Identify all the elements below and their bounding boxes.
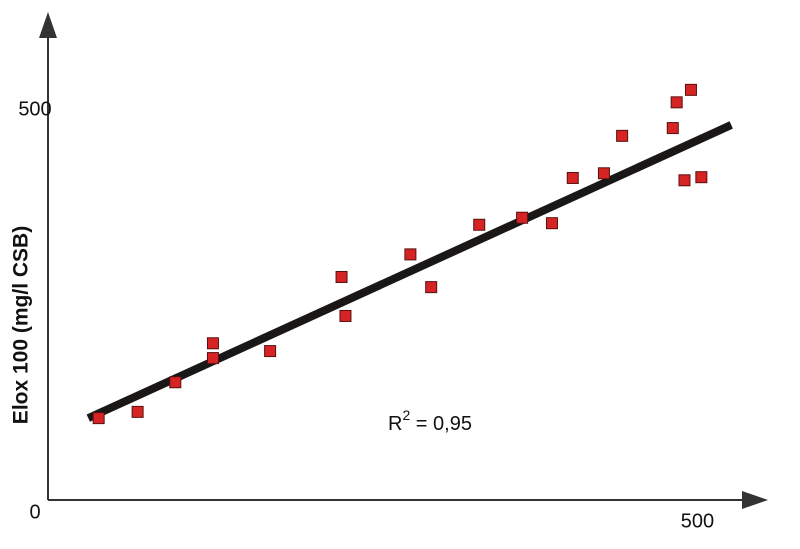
annotation-base: R (388, 413, 402, 435)
point (597, 167, 610, 180)
point (92, 412, 105, 425)
point (684, 83, 697, 96)
point (670, 96, 683, 109)
point (545, 217, 558, 230)
trend-line (86, 121, 733, 422)
y-tick-label: 500 (18, 98, 51, 120)
point (206, 352, 219, 365)
annotation-rest: = 0,95 (410, 413, 472, 435)
x-tick-label: 500 (681, 510, 714, 532)
point (566, 171, 579, 184)
point (473, 218, 486, 231)
point (516, 211, 529, 224)
annotation-sup: 2 (402, 407, 410, 423)
annotation: R2 = 0,95 (388, 407, 472, 436)
point (335, 270, 348, 283)
x-axis-arrow (742, 491, 768, 509)
point (425, 281, 438, 294)
point (695, 171, 708, 184)
y-axis-arrow (39, 12, 57, 38)
point (131, 405, 144, 418)
y-axis-label: Elox 100 (mg/l CSB) (10, 226, 33, 424)
point (616, 129, 629, 142)
y-tick-label: 0 (29, 501, 40, 523)
point (678, 174, 691, 187)
point (404, 248, 417, 261)
point (339, 309, 352, 322)
point (264, 345, 277, 358)
point (169, 376, 182, 389)
point (666, 122, 679, 135)
point (206, 337, 219, 350)
